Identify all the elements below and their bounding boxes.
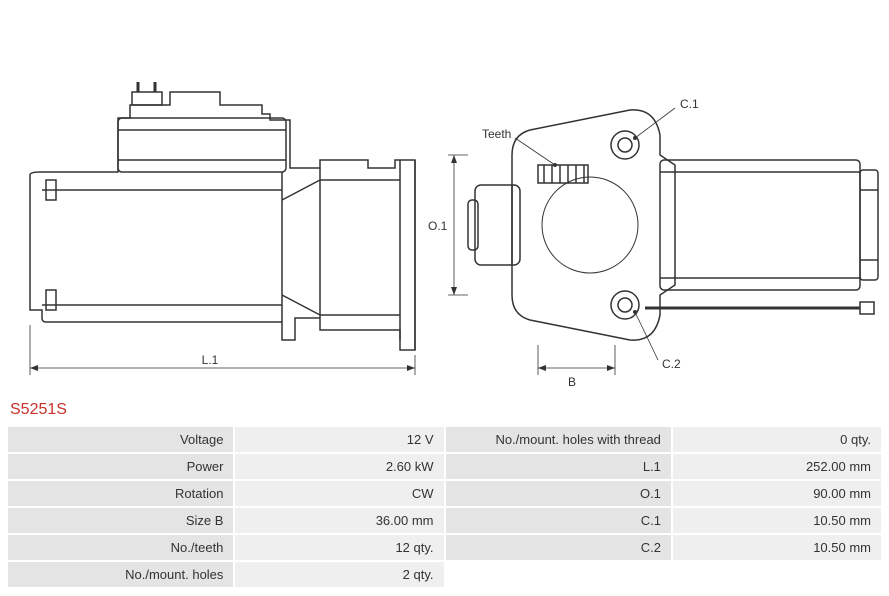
- spec-row: No./mount. holes2 qty.: [8, 562, 444, 587]
- spec-value: 12 V: [235, 427, 443, 452]
- spec-col-left: Voltage12 V Power2.60 kW RotationCW Size…: [8, 427, 444, 587]
- mount-hole-c2: [611, 291, 639, 319]
- dim-label-L1: L.1: [202, 353, 219, 367]
- spec-value: CW: [235, 481, 443, 506]
- mount-hole-c1: [611, 131, 639, 159]
- spec-row: RotationCW: [8, 481, 444, 506]
- spec-label: L.1: [446, 454, 671, 479]
- dim-label-C2: C.2: [662, 357, 681, 371]
- spec-label: Size B: [8, 508, 233, 533]
- spec-label: Rotation: [8, 481, 233, 506]
- spec-row: No./teeth12 qty.: [8, 535, 444, 560]
- spec-label: O.1: [446, 481, 671, 506]
- spec-value: 36.00 mm: [235, 508, 443, 533]
- technical-diagram: L.1: [0, 0, 889, 395]
- spec-value: 10.50 mm: [673, 508, 881, 533]
- spec-value: 0 qty.: [673, 427, 881, 452]
- spec-row: L.1252.00 mm: [446, 454, 882, 479]
- spec-value: 10.50 mm: [673, 535, 881, 560]
- spec-row: C.110.50 mm: [446, 508, 882, 533]
- spec-label: C.2: [446, 535, 671, 560]
- dim-label-B: B: [568, 375, 576, 389]
- dim-label-O1: O.1: [428, 219, 448, 233]
- spec-value: 2.60 kW: [235, 454, 443, 479]
- spec-label: No./mount. holes: [8, 562, 233, 587]
- spec-label: Power: [8, 454, 233, 479]
- part-number: S5251S: [0, 395, 889, 427]
- spec-value: 90.00 mm: [673, 481, 881, 506]
- dim-label-teeth: Teeth: [482, 127, 511, 141]
- spec-col-right: No./mount. holes with thread0 qty. L.125…: [446, 427, 882, 587]
- spec-label: C.1: [446, 508, 671, 533]
- spec-row: No./mount. holes with thread0 qty.: [446, 427, 882, 452]
- spec-table: Voltage12 V Power2.60 kW RotationCW Size…: [0, 427, 889, 587]
- spec-row: Voltage12 V: [8, 427, 444, 452]
- side-view: L.1: [30, 82, 415, 375]
- spec-row: O.190.00 mm: [446, 481, 882, 506]
- spec-row: Power2.60 kW: [8, 454, 444, 479]
- spec-value: 2 qty.: [235, 562, 443, 587]
- spec-label: Voltage: [8, 427, 233, 452]
- spec-row: Size B36.00 mm: [8, 508, 444, 533]
- spec-row: C.210.50 mm: [446, 535, 882, 560]
- front-view: C.1 C.2 Teeth: [428, 97, 878, 389]
- spec-label: No./teeth: [8, 535, 233, 560]
- dim-label-C1: C.1: [680, 97, 699, 111]
- teeth-block: [538, 165, 588, 183]
- starter-motor-drawing: L.1: [10, 10, 880, 390]
- spec-label: No./mount. holes with thread: [446, 427, 671, 452]
- spec-value: 252.00 mm: [673, 454, 881, 479]
- spec-empty-row: [446, 562, 882, 587]
- spec-value: 12 qty.: [235, 535, 443, 560]
